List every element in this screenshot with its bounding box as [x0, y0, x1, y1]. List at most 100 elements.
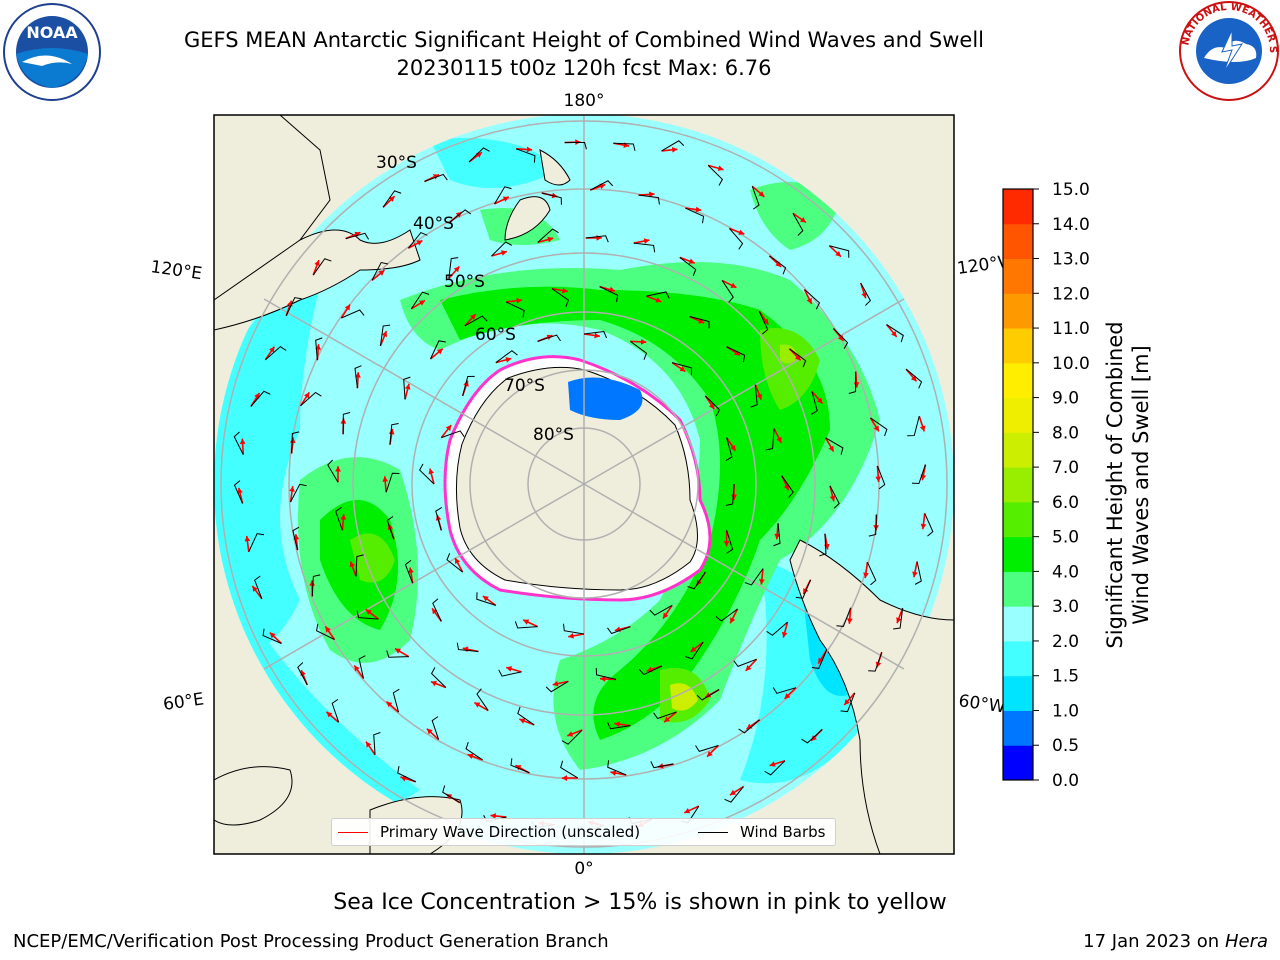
- wind-barb: [517, 706, 535, 726]
- lon-label-60e: 60°E: [162, 689, 205, 714]
- svg-text:NOAA: NOAA: [26, 23, 78, 42]
- wind-barb: [561, 729, 583, 745]
- wind-barb: [801, 728, 823, 744]
- wave-arrow-head: [861, 292, 867, 299]
- wind-barb: [860, 282, 872, 306]
- wind-barb: [687, 571, 706, 590]
- wind-barb: [403, 376, 411, 400]
- wind-barb: [599, 286, 619, 303]
- wave-arrow-head: [811, 735, 817, 741]
- wave-arrow-head: [774, 533, 781, 540]
- wave-arrow-head: [781, 631, 788, 638]
- wind-barb: [435, 507, 443, 531]
- wave-arrow-head: [655, 297, 662, 303]
- wave-arrow-head: [663, 612, 669, 619]
- wind-barb: [924, 513, 934, 537]
- wind-barb: [495, 350, 518, 364]
- wind-barb: [446, 553, 463, 573]
- wind-barb: [292, 526, 300, 551]
- wave-arrow-head: [430, 680, 437, 687]
- wind-barb: [250, 390, 271, 407]
- wind-barb: [441, 430, 465, 439]
- wind-barb: [685, 207, 705, 224]
- colorbar-swatch: [1003, 328, 1033, 364]
- wave-arrow-head: [853, 382, 860, 388]
- colorbar-swatch: [1003, 362, 1033, 399]
- wave-arrow-head: [723, 541, 730, 547]
- wave-arrow-head: [344, 304, 351, 311]
- wave-arrow-head: [568, 633, 574, 639]
- wave-arrow-head: [547, 236, 554, 243]
- wave-arrow-head: [244, 535, 251, 542]
- map-subtitle: 20230115 t00z 120h fcst Max: 6.76: [396, 56, 772, 80]
- wave-arrow-head: [349, 561, 356, 568]
- wind-barb: [868, 514, 877, 537]
- wind-barb: [537, 228, 559, 243]
- colorbar-tick-label: 15.0: [1052, 180, 1090, 200]
- wind-barb: [661, 140, 685, 152]
- wave-arrow-head: [896, 617, 902, 624]
- colorbar-swatch: [1003, 258, 1033, 294]
- wave-arrow-head: [818, 657, 824, 664]
- wind-barb: [590, 180, 614, 191]
- wind-barb: [476, 592, 496, 606]
- wind-barb: [724, 786, 744, 803]
- wave-arrow-head: [432, 608, 438, 615]
- colorbar-label-line1: Significant Height of Combined: [1103, 321, 1127, 649]
- credit-date: 17 Jan 2023 on: [1083, 931, 1225, 952]
- wind-barb: [907, 416, 920, 437]
- legend-item-wave-direction: Primary Wave Direction (unscaled): [338, 823, 640, 841]
- wind-barb: [385, 472, 400, 493]
- wave-arrow-head: [436, 348, 443, 355]
- wind-barb: [705, 395, 721, 417]
- wave-arrow-head: [490, 813, 497, 819]
- wave-arrow-head: [505, 357, 512, 363]
- south-america-land: [789, 539, 954, 854]
- wave-arrow-head: [335, 466, 341, 472]
- wind-barb: [726, 530, 734, 554]
- colorbar-tick-label: 0.5: [1052, 736, 1079, 756]
- wave-arrow-head: [237, 487, 243, 494]
- wind-barb: [725, 437, 733, 461]
- wind-barb: [738, 719, 760, 734]
- wind-barb: [494, 186, 512, 205]
- wave-arrow-head: [502, 196, 509, 202]
- wind-barb: [810, 391, 818, 415]
- colorbar-swatch: [1003, 467, 1033, 503]
- wind-barb: [265, 346, 287, 361]
- wind-barb: [297, 662, 308, 686]
- wave-arrow-head: [506, 666, 513, 672]
- wind-barb: [356, 610, 379, 620]
- wave-arrow-head: [386, 701, 393, 708]
- wave-arrow-head: [806, 297, 812, 304]
- wave-arrow-head: [919, 425, 926, 432]
- colorbar-tick-label: 9.0: [1052, 389, 1079, 409]
- wind-barb: [285, 297, 302, 316]
- wind-barb: [449, 209, 472, 223]
- legend-red-line-icon: [338, 831, 368, 833]
- wave-arrow-head: [365, 741, 372, 748]
- colorbar-tick-label: 1.0: [1052, 701, 1079, 721]
- wind-barb: [638, 194, 660, 205]
- wave-arrow-head: [708, 403, 715, 410]
- wind-barb: [498, 669, 522, 677]
- wave-arrow-head: [354, 665, 360, 672]
- wind-barb: [560, 760, 579, 779]
- wind-barb: [829, 245, 850, 258]
- wind-barb: [476, 688, 489, 711]
- colorbar-tick-label: 12.0: [1052, 284, 1090, 304]
- wave-arrow-head: [416, 240, 423, 246]
- africa-south-land: [214, 766, 293, 826]
- wind-barb: [233, 480, 244, 504]
- wave-arrow-head: [800, 217, 806, 223]
- wave-arrow-head: [552, 680, 559, 687]
- wave-arrow-head: [562, 287, 568, 294]
- wave-arrow-head: [474, 702, 481, 708]
- map-title: GEFS MEAN Antarctic Significant Height o…: [183, 28, 985, 52]
- wave-arrow-head: [891, 330, 897, 337]
- wind-barb: [233, 431, 244, 455]
- wave-arrow-head: [516, 297, 523, 304]
- wind-barb: [410, 291, 430, 310]
- wave-arrow-head: [784, 693, 791, 699]
- wind-barb: [804, 289, 821, 310]
